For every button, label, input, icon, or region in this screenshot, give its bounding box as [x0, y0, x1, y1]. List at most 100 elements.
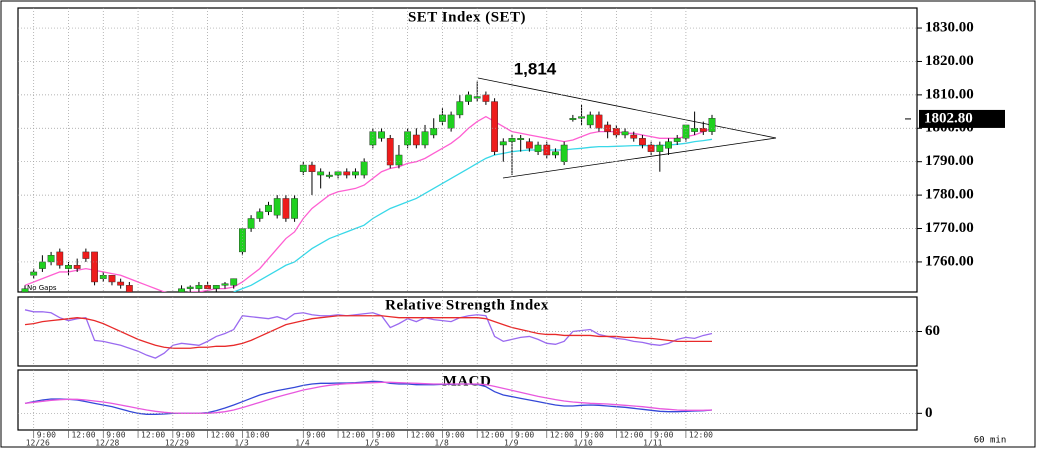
- candle-body: [569, 118, 577, 120]
- x-tick-label: 10:00: [245, 431, 269, 440]
- indicator-line: [233, 138, 713, 292]
- candle-body: [699, 128, 707, 132]
- x-tick-label: 12:00: [141, 431, 165, 440]
- x-tick-label: 9:00: [176, 431, 195, 440]
- candle-body: [534, 144, 542, 152]
- indicator-line: [24, 315, 712, 349]
- candle-body: [604, 124, 612, 132]
- y-tick-label: 1830.00: [925, 19, 974, 35]
- candle-body: [82, 251, 90, 259]
- y-tick-label: 60: [925, 323, 940, 339]
- candle-body: [204, 285, 212, 289]
- candle-body: [639, 138, 646, 146]
- annotation: 1,814: [514, 59, 557, 78]
- candle-body: [621, 131, 629, 136]
- indicator-line: [24, 381, 713, 414]
- x-tick-label: 12:00: [411, 431, 435, 440]
- y-tick-label: 1760.00: [925, 253, 974, 269]
- candle-body: [21, 288, 29, 292]
- candle-body: [186, 286, 194, 289]
- date-label: 1/3: [234, 439, 249, 448]
- rsi-title: Relative Strength Index: [385, 297, 549, 313]
- candle-body: [299, 164, 307, 172]
- x-tick-label: 9:00: [515, 431, 534, 440]
- date-label: 1/10: [574, 439, 593, 448]
- candle-body: [517, 138, 525, 141]
- candle-body: [369, 131, 377, 146]
- x-tick-label: 12:00: [480, 431, 504, 440]
- indicator-line: [24, 380, 713, 415]
- y-tick-label: 1820.00: [925, 53, 974, 69]
- candle-body: [412, 134, 420, 146]
- candle-body: [221, 283, 229, 286]
- candle-body: [378, 131, 385, 139]
- y-tick-label: 1810.00: [925, 86, 974, 102]
- macd-title: MACD: [443, 373, 492, 389]
- note: No Gaps: [27, 284, 57, 292]
- candle-body: [656, 144, 664, 152]
- candle-body: [395, 154, 403, 166]
- x-tick-label: 12:00: [71, 431, 95, 440]
- candle-body: [456, 101, 464, 116]
- candle-body: [404, 131, 412, 146]
- candle-body: [282, 198, 290, 219]
- candle-body: [56, 251, 64, 266]
- candle-body: [595, 114, 603, 129]
- indicator-line: [24, 115, 713, 292]
- candle-body: [38, 261, 46, 269]
- candle-body: [630, 134, 638, 139]
- candle-body: [508, 138, 516, 142]
- last-price-box: [919, 109, 1005, 128]
- date-label: 1/5: [365, 439, 380, 448]
- candle-body: [491, 101, 498, 152]
- plot-area: [24, 380, 713, 415]
- candle-body: [499, 141, 507, 146]
- candle-body: [195, 285, 203, 289]
- x-tick-label: 12:00: [341, 431, 365, 440]
- x-tick-label: 9:00: [445, 431, 464, 440]
- candle-body: [708, 118, 716, 132]
- candle-body: [230, 278, 238, 286]
- candle-body: [291, 198, 298, 219]
- date-label: 12/26: [26, 439, 50, 448]
- y-tick-label: 1780.00: [925, 187, 974, 203]
- indicator-line: [24, 309, 713, 359]
- trend-line: [502, 137, 777, 179]
- interval-label: 60 min: [974, 436, 1007, 446]
- candle-body: [117, 281, 125, 286]
- candle-body: [308, 164, 316, 172]
- candle-body: [256, 211, 264, 219]
- x-tick-label: 12:00: [619, 431, 643, 440]
- x-tick-label: 12:00: [550, 431, 574, 440]
- candle-body: [325, 174, 333, 177]
- candle-body: [343, 171, 351, 176]
- candle-body: [360, 161, 368, 176]
- candle-body: [73, 265, 81, 269]
- candle-body: [430, 128, 438, 136]
- x-tick-label: 9:00: [306, 431, 325, 440]
- x-tick-label: 9:00: [376, 431, 395, 440]
- candle-body: [552, 151, 559, 156]
- macd-panel: [17, 369, 918, 431]
- candle-body: [473, 96, 481, 99]
- candle-body: [439, 114, 446, 122]
- candle-body: [482, 94, 490, 102]
- x-tick-label: 12:00: [211, 431, 235, 440]
- chart-title: SET Index (SET): [408, 9, 526, 25]
- candle-body: [273, 198, 281, 216]
- candle-body: [447, 114, 455, 129]
- candle-body: [560, 144, 568, 162]
- price-panel: [17, 7, 918, 293]
- x-tick-label: 9:00: [106, 431, 125, 440]
- last-price-label: 1802.80: [924, 110, 973, 126]
- candle-body: [665, 141, 672, 149]
- candle-body: [421, 131, 429, 146]
- date-label: 12/29: [165, 439, 189, 448]
- candle-body: [108, 275, 116, 283]
- x-tick-label: 9:00: [654, 431, 673, 440]
- plot-area: [24, 309, 713, 359]
- candle-body: [91, 251, 98, 283]
- date-label: 1/8: [434, 439, 449, 448]
